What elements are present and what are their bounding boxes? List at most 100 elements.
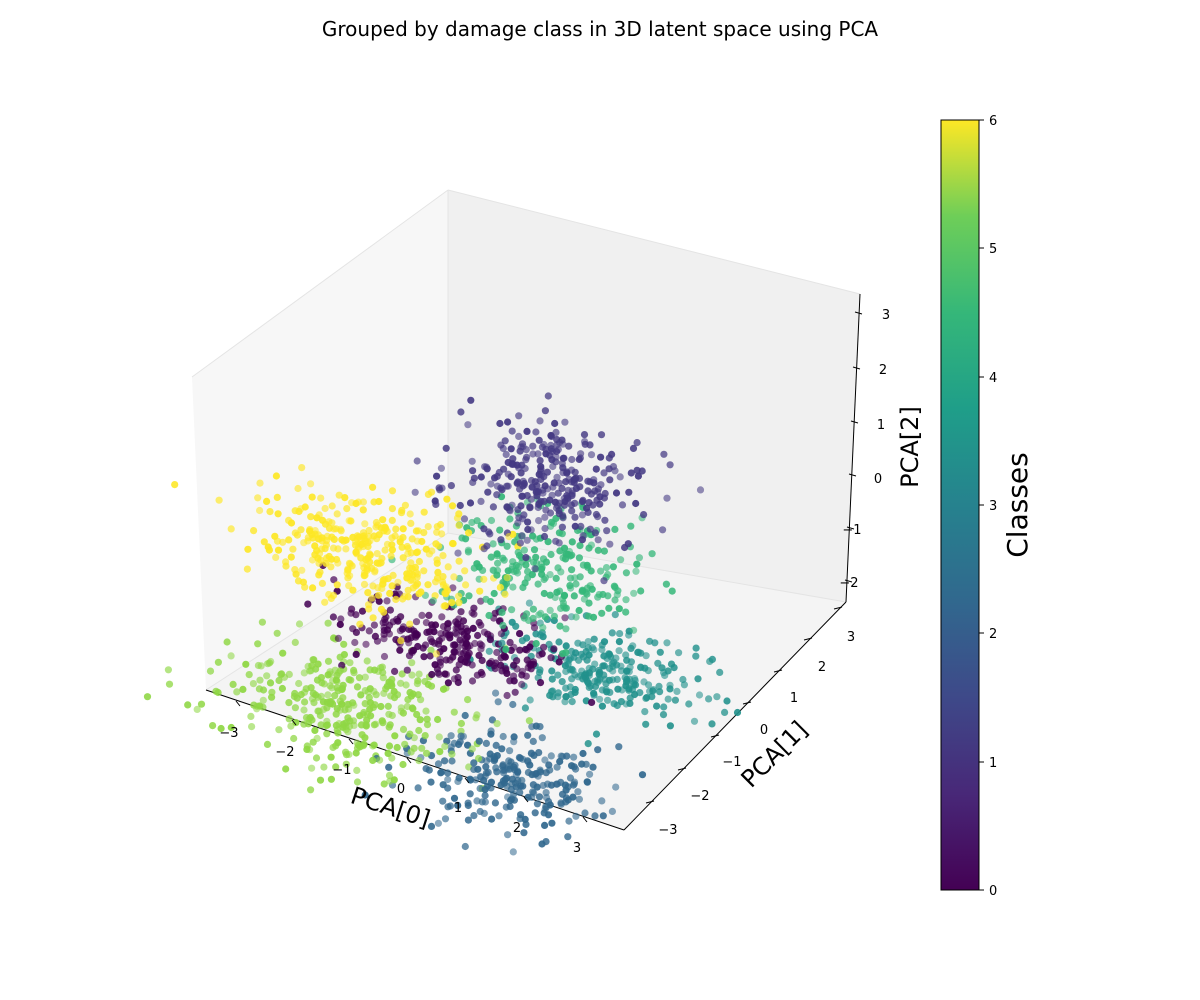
scatter-point-class-0 [336,620,344,629]
scatter-point-class-6 [435,542,443,550]
scatter-point-class-6 [256,506,264,515]
scatter-point-class-5 [435,733,443,741]
scatter-point-class-4 [617,556,625,564]
scatter-point-class-1 [577,450,585,458]
scatter-point-class-1 [522,554,530,562]
scatter-point-class-6 [215,496,223,504]
y-tick-label: −2 [690,789,709,804]
scatter-point-class-3 [584,638,592,646]
scatter-point-class-4 [520,546,529,554]
scatter-point-class-0 [513,657,521,665]
scatter-point-class-3 [604,696,612,704]
scatter-point-class-6 [449,540,457,548]
scatter-point-class-3 [613,701,621,710]
scatter-point-class-6 [369,582,377,590]
scatter-point-class-6 [311,530,319,538]
scatter-point-class-3 [596,695,604,703]
scatter-point-class-2 [470,759,478,767]
scatter-point-class-6 [373,550,381,558]
scatter-point-class-5 [357,691,365,699]
scatter-point-class-6 [304,534,312,542]
scatter-point-class-1 [517,443,525,451]
scatter-point-class-0 [473,671,481,679]
scatter-point-class-3 [664,667,672,675]
scatter-point-class-5 [399,760,407,769]
scatter-point-class-5 [416,716,424,724]
scatter-point-class-6 [501,590,509,598]
scatter-point-class-2 [457,732,465,740]
scatter-point-class-0 [431,661,439,669]
scatter-point-class-0 [437,630,445,638]
scatter-point-class-2 [441,757,449,765]
scatter-point-class-2 [509,700,517,709]
scatter-point-class-4 [615,605,623,613]
scatter-point-class-1 [537,463,545,471]
scatter-point-class-3 [705,695,713,703]
scatter-point-class-1 [596,500,604,508]
colorbar-tick-label: 2 [989,627,997,642]
scatter-point-class-3 [636,689,644,697]
scatter-point-class-2 [594,746,602,754]
scatter-point-class-4 [514,569,522,577]
scatter-point-class-4 [599,590,607,599]
scatter-point-class-1 [546,509,555,517]
scatter-point-class-1 [484,488,492,496]
scatter-point-class-0 [431,639,439,647]
scatter-point-class-1 [489,503,497,511]
scatter-point-class-3 [642,652,650,660]
scatter-point-class-2 [504,831,512,839]
scatter-point-class-0 [516,646,524,654]
scatter-point-class-5 [361,734,369,742]
scatter-point-class-2 [448,757,456,765]
scatter-point-class-6 [415,557,423,566]
scatter-point-class-0 [352,628,360,637]
x-tick-mark [235,700,241,707]
scatter-point-class-6 [386,589,394,598]
scatter-point-class-3 [562,667,570,676]
scatter-point-class-1 [621,543,629,552]
scatter-point-class-4 [584,563,592,571]
scatter-point-class-5 [329,676,337,685]
scatter-point-class-6 [407,559,415,567]
scatter-point-class-1 [539,486,547,494]
scatter-point-class-6 [383,540,392,548]
scatter-point-class-5 [254,640,262,648]
scatter-point-class-2 [447,732,455,740]
scatter-point-class-5 [290,734,298,743]
scatter-point-class-4 [637,587,645,595]
scatter-point-class-5 [250,701,258,709]
scatter-point-class-1 [555,479,563,487]
scatter-point-class-6 [384,575,392,583]
scatter-point-class-2 [542,789,550,797]
x-tick-label: 1 [454,801,462,816]
scatter-point-class-3 [721,708,729,717]
scatter-point-class-0 [506,677,514,685]
scatter-point-class-6 [266,508,274,516]
y-tick-mark [710,734,720,738]
scatter-point-class-1 [477,497,485,505]
scatter-point-class-3 [547,688,556,696]
scatter-point-class-6 [388,582,396,590]
y-tick-label: −1 [722,755,741,770]
scatter-point-class-3 [648,693,656,701]
scatter-point-class-2 [578,760,586,768]
scatter-point-class-1 [534,450,542,458]
scatter-point-class-3 [615,647,623,655]
scatter-point-class-6 [401,592,409,600]
scatter-point-class-1 [629,444,638,452]
scatter-point-class-6 [439,552,447,560]
scatter-point-class-0 [371,632,379,641]
x-tick-mark [291,719,297,726]
y-axis-line [623,601,847,831]
z-tick-mark [850,420,859,424]
scatter-point-class-6 [351,541,360,549]
y-tick-mark [803,637,813,641]
scatter-point-class-0 [337,615,345,623]
scatter-point-class-6 [503,574,511,582]
scatter-point-class-5 [356,712,364,720]
scatter-point-class-2 [527,749,536,757]
scatter-point-class-6 [323,554,331,562]
scatter-point-class-4 [568,551,576,559]
scatter-point-class-6 [433,556,441,564]
scatter-point-class-2 [427,778,435,786]
